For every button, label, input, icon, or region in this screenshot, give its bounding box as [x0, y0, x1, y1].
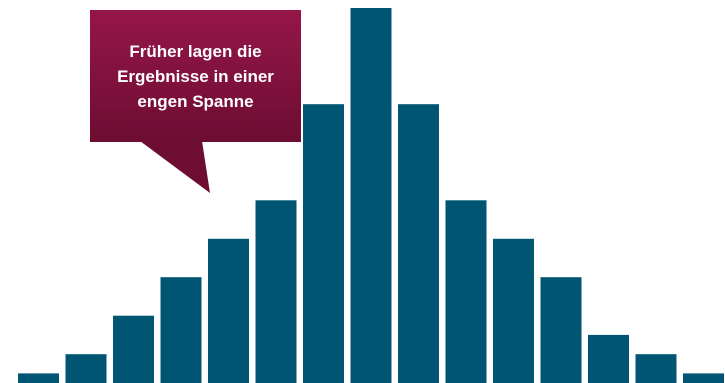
bar-10 — [445, 200, 487, 383]
bar-4 — [160, 277, 202, 383]
callout-text: Früher lagen die Ergebnisse in einer eng… — [117, 41, 274, 111]
bar-5 — [208, 238, 249, 383]
bar-8 — [350, 8, 392, 383]
bar-11 — [493, 238, 534, 383]
bar-2 — [65, 354, 107, 383]
bar-15 — [683, 373, 724, 383]
callout-pointer — [140, 141, 210, 193]
bar-1 — [18, 373, 59, 383]
callout-box: Früher lagen die Ergebnisse in einer eng… — [90, 10, 301, 142]
bar-12 — [540, 277, 582, 383]
bars-group — [18, 8, 724, 383]
bar-6 — [255, 200, 297, 383]
bar-7 — [303, 104, 344, 383]
bar-13 — [588, 334, 629, 383]
bar-14 — [635, 354, 677, 383]
bar-9 — [398, 104, 439, 383]
bar-3 — [113, 315, 154, 383]
